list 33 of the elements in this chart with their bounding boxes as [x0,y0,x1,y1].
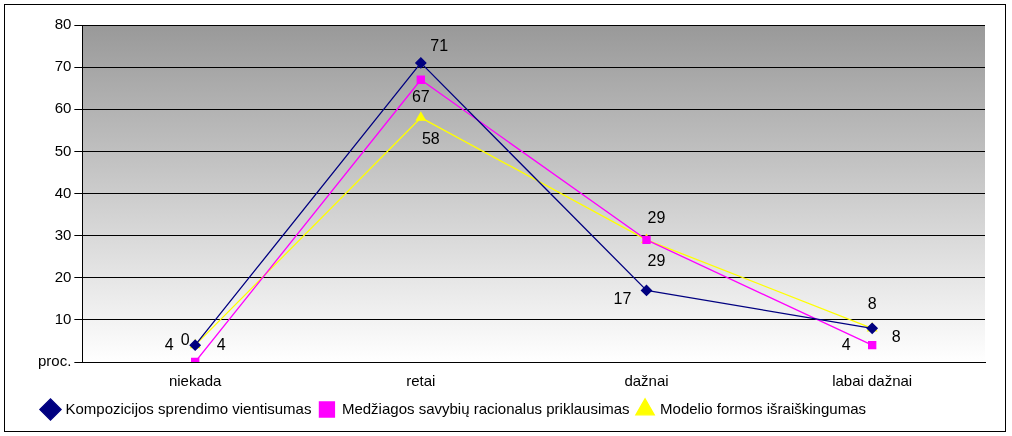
data-label: 8 [867,295,877,313]
legend-label: Medžiagos savybių racionalus priklausimas [341,399,630,417]
x-tick-label: niekada [168,372,223,390]
point [640,284,653,297]
data-label: 29 [647,208,666,226]
point [867,340,877,350]
legend-label: Modelio formos išraiškingumas [660,399,866,417]
point [415,112,426,121]
legend-label: Kompozicijos sprendimo vientisumas [65,399,312,417]
y-tick-label: 40 [54,183,72,201]
point [415,57,427,69]
y-tick-label: 30 [54,225,72,243]
data-label: 67 [411,88,430,106]
y-tick-label: 20 [54,267,72,285]
y-tick-label: 80 [54,15,72,33]
x-tick-label: dažnai [624,372,669,390]
data-label: 4 [164,335,174,353]
y-tick-label: proc. [37,352,72,370]
data-label: 29 [647,251,666,269]
data-label: 0 [180,330,190,348]
y-tick-label: 70 [54,57,72,75]
data-label: 8 [891,327,901,345]
y-tick-label: 60 [54,99,72,117]
x-tick-label: labai dažnai [832,372,913,390]
x-tick-label: retai [406,372,436,390]
data-label: 58 [421,129,440,147]
data-label: 71 [430,36,449,54]
point [416,75,426,84]
data-label: 4 [216,335,226,353]
y-tick-label: 50 [54,141,72,159]
data-label: 4 [841,335,851,353]
y-tick-label: 10 [54,310,72,328]
data-label: 17 [613,289,632,307]
